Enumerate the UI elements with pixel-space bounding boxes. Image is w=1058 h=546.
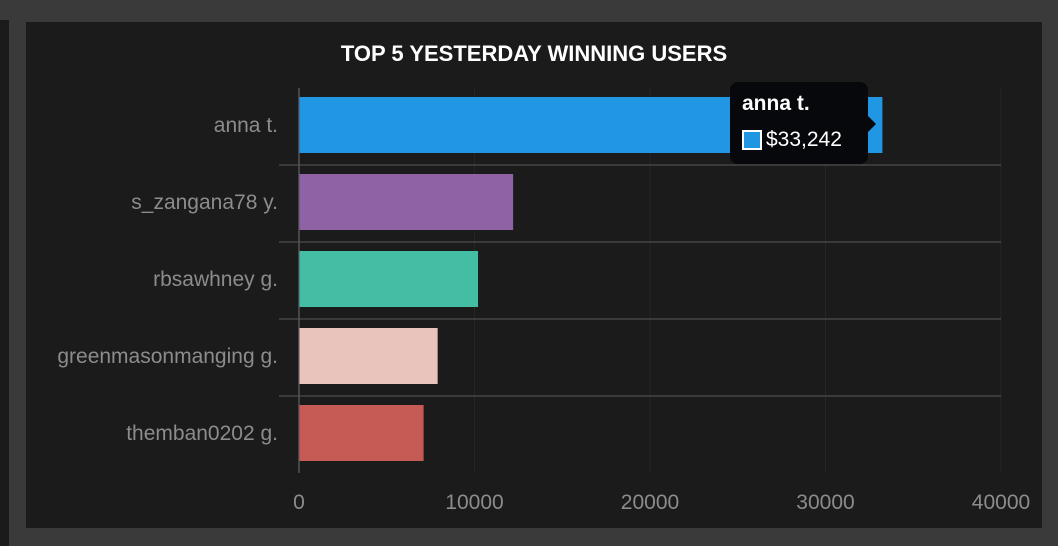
category-label: anna t.: [214, 114, 278, 137]
chart-panel: TOP 5 YESTERDAY WINNING USERS anna t. s_z…: [26, 22, 1042, 528]
tooltip-color-swatch: [742, 130, 762, 150]
x-tick-label: 20000: [621, 491, 679, 514]
x-tick-label: 30000: [796, 491, 854, 514]
category-labels: anna t. s_zangana78 y. rbsawhney g. greenma…: [57, 114, 278, 445]
category-label: rbsawhney g.: [153, 268, 278, 291]
x-tick-label: 40000: [972, 491, 1030, 514]
tooltip-value: $33,242: [766, 128, 842, 151]
bar-2[interactable]: [299, 174, 514, 230]
category-label: s_zangana78 y.: [131, 191, 278, 214]
chart-title: TOP 5 YESTERDAY WINNING USERS: [341, 41, 727, 66]
bar-3[interactable]: [299, 251, 479, 307]
bar-5[interactable]: [299, 405, 424, 461]
category-label: greenmasonmanging g.: [57, 345, 278, 368]
bar-tooltip: anna t. $33,242: [730, 82, 876, 164]
x-tick-label: 10000: [445, 491, 503, 514]
category-label: themban0202 g.: [126, 422, 278, 445]
bar-chart: TOP 5 YESTERDAY WINNING USERS anna t. s_z…: [57, 41, 1030, 514]
tooltip-value-row: $33,242: [742, 128, 842, 152]
tooltip-name: anna t.: [742, 92, 810, 115]
bar-4[interactable]: [299, 328, 438, 384]
tooltip-arrow: [868, 116, 876, 132]
side-panel-edge: [0, 20, 9, 546]
x-tick-label: 0: [293, 491, 305, 514]
x-axis-ticks: 0 10000 20000 30000 40000: [293, 491, 1030, 514]
